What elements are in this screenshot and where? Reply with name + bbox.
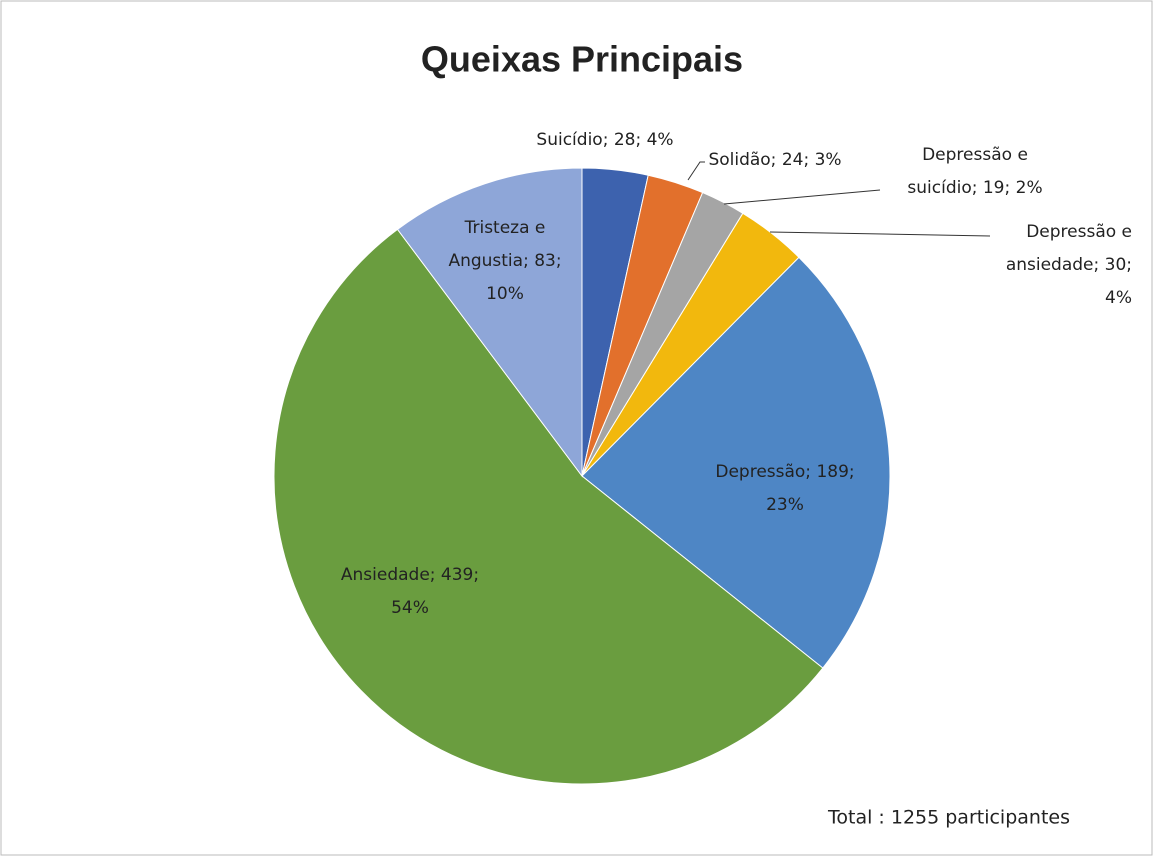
leader-lines [687,161,991,237]
data-label: 4% [1105,288,1132,308]
slices [273,167,891,785]
data-label: Tristeza e [464,218,546,238]
data-label: 23% [766,495,804,515]
leader-line [769,231,991,237]
data-label: 54% [391,598,429,618]
slice [273,228,824,785]
data-label: suicídio; 19; 2% [907,178,1042,198]
leader-line [723,189,881,205]
data-label: 10% [486,284,524,304]
chart-title: Queixas Principais [421,39,743,80]
annotation: Total : 1255 participantes [827,807,1070,829]
data-label: Depressão; 189; [715,462,854,482]
data-label: Depressão e [1026,222,1132,242]
leader-line [687,161,705,181]
data-label: Ansiedade; 439; [341,565,479,585]
data-label: Angustia; 83; [448,251,561,271]
data-label: Depressão e [922,145,1028,165]
slice [581,256,891,669]
data-label: Suicídio; 28; 4% [536,130,673,150]
slice [396,167,583,478]
data-label: Solidão; 24; 3% [708,150,841,170]
data-label: ansiedade; 30; [1006,255,1132,275]
